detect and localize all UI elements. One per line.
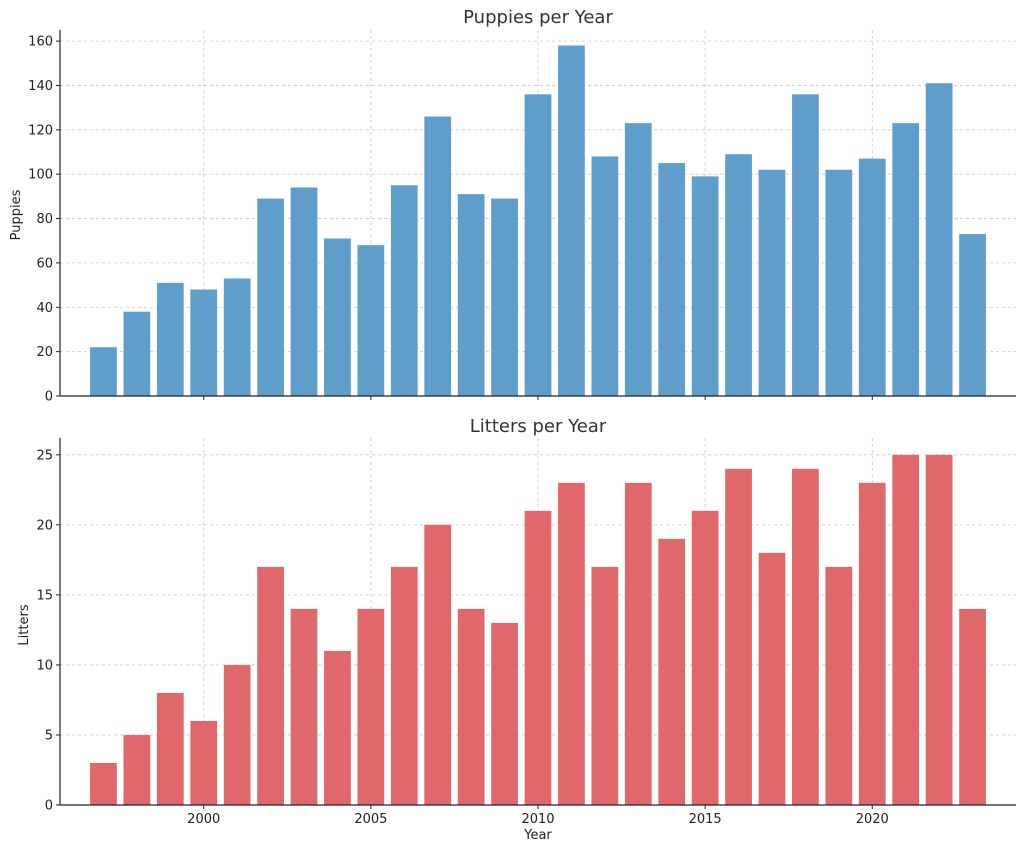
bar [524,510,552,805]
bar [190,720,218,805]
bar [223,278,251,396]
x-tick-label: 2010 [521,812,554,827]
bar [825,169,853,396]
bar [90,762,117,805]
y-axis-label: Litters [17,604,32,645]
y-tick-label: 100 [28,168,53,183]
litters-chart: Litters per Year Litters Year 0 5 10 15 20 25… [17,416,1016,843]
y-tick-label: 160 [28,35,53,50]
bar [658,538,686,805]
bar [491,198,518,396]
bar [90,347,117,396]
bar [123,734,151,805]
bar [858,158,886,396]
y-tick-label: 15 [36,588,53,603]
bar [725,468,752,805]
bar [792,468,819,805]
y-tick-label: 20 [36,518,53,533]
bar [357,608,385,805]
bar [123,311,151,396]
bar [491,622,518,805]
bar [658,163,686,396]
y-tick-label: 60 [36,256,53,271]
bar [825,566,853,805]
y-tick-label: 10 [36,658,53,673]
y-tick-label: 25 [36,448,53,463]
bar [925,454,953,805]
bars [90,454,986,805]
bar [257,566,284,805]
bar [758,552,786,805]
bar [558,482,585,805]
bar [892,123,920,396]
x-tick-label: 2020 [856,812,889,827]
bar [156,282,184,396]
bar [156,692,184,805]
bar [324,238,351,396]
axes: 0 5 10 15 20 25 2000 2005 2010 2015 2020 [36,438,1016,827]
bar [357,245,385,396]
x-tick-label: 2015 [689,812,722,827]
bar [257,198,284,396]
bar [524,94,552,396]
bar [290,187,318,396]
bar [925,83,953,397]
y-tick-label: 40 [36,301,53,316]
bar [591,156,619,396]
bar [725,154,752,396]
bar [390,566,418,805]
bars [90,45,986,397]
bar [624,482,652,805]
bar [691,176,719,396]
bar [457,194,485,396]
bar [892,454,920,805]
bar [223,664,251,805]
puppies-chart: Puppies per Year Puppies 0 20 40 60 80 100 120… [9,7,1016,405]
bar [758,169,786,396]
axes: 0 20 40 60 80 100 120 140 160 [28,30,1016,405]
y-tick-label: 5 [45,728,53,743]
x-tick-label: 2005 [354,812,387,827]
bar [959,608,986,805]
bar [324,650,351,805]
bar [424,116,452,396]
x-tick-label: 2000 [187,812,220,827]
bar [558,45,585,396]
bar [190,289,218,396]
y-axis-label: Puppies [9,189,24,240]
bar [624,123,652,396]
y-tick-label: 140 [28,79,53,94]
bar [691,510,719,805]
bar [792,94,819,396]
bar [858,482,886,805]
bar [290,608,318,805]
y-tick-label: 120 [28,123,53,138]
y-tick-label: 80 [36,212,53,227]
y-tick-label: 20 [36,345,53,360]
bar [457,608,485,805]
bar [591,566,619,805]
chart-title: Litters per Year [470,416,607,437]
bar [424,524,452,805]
chart-title: Puppies per Year [463,7,613,28]
y-tick-label: 0 [45,799,53,814]
bar [959,234,986,396]
x-axis-label: Year [523,828,552,843]
bar [390,185,418,396]
y-tick-label: 0 [45,390,53,405]
